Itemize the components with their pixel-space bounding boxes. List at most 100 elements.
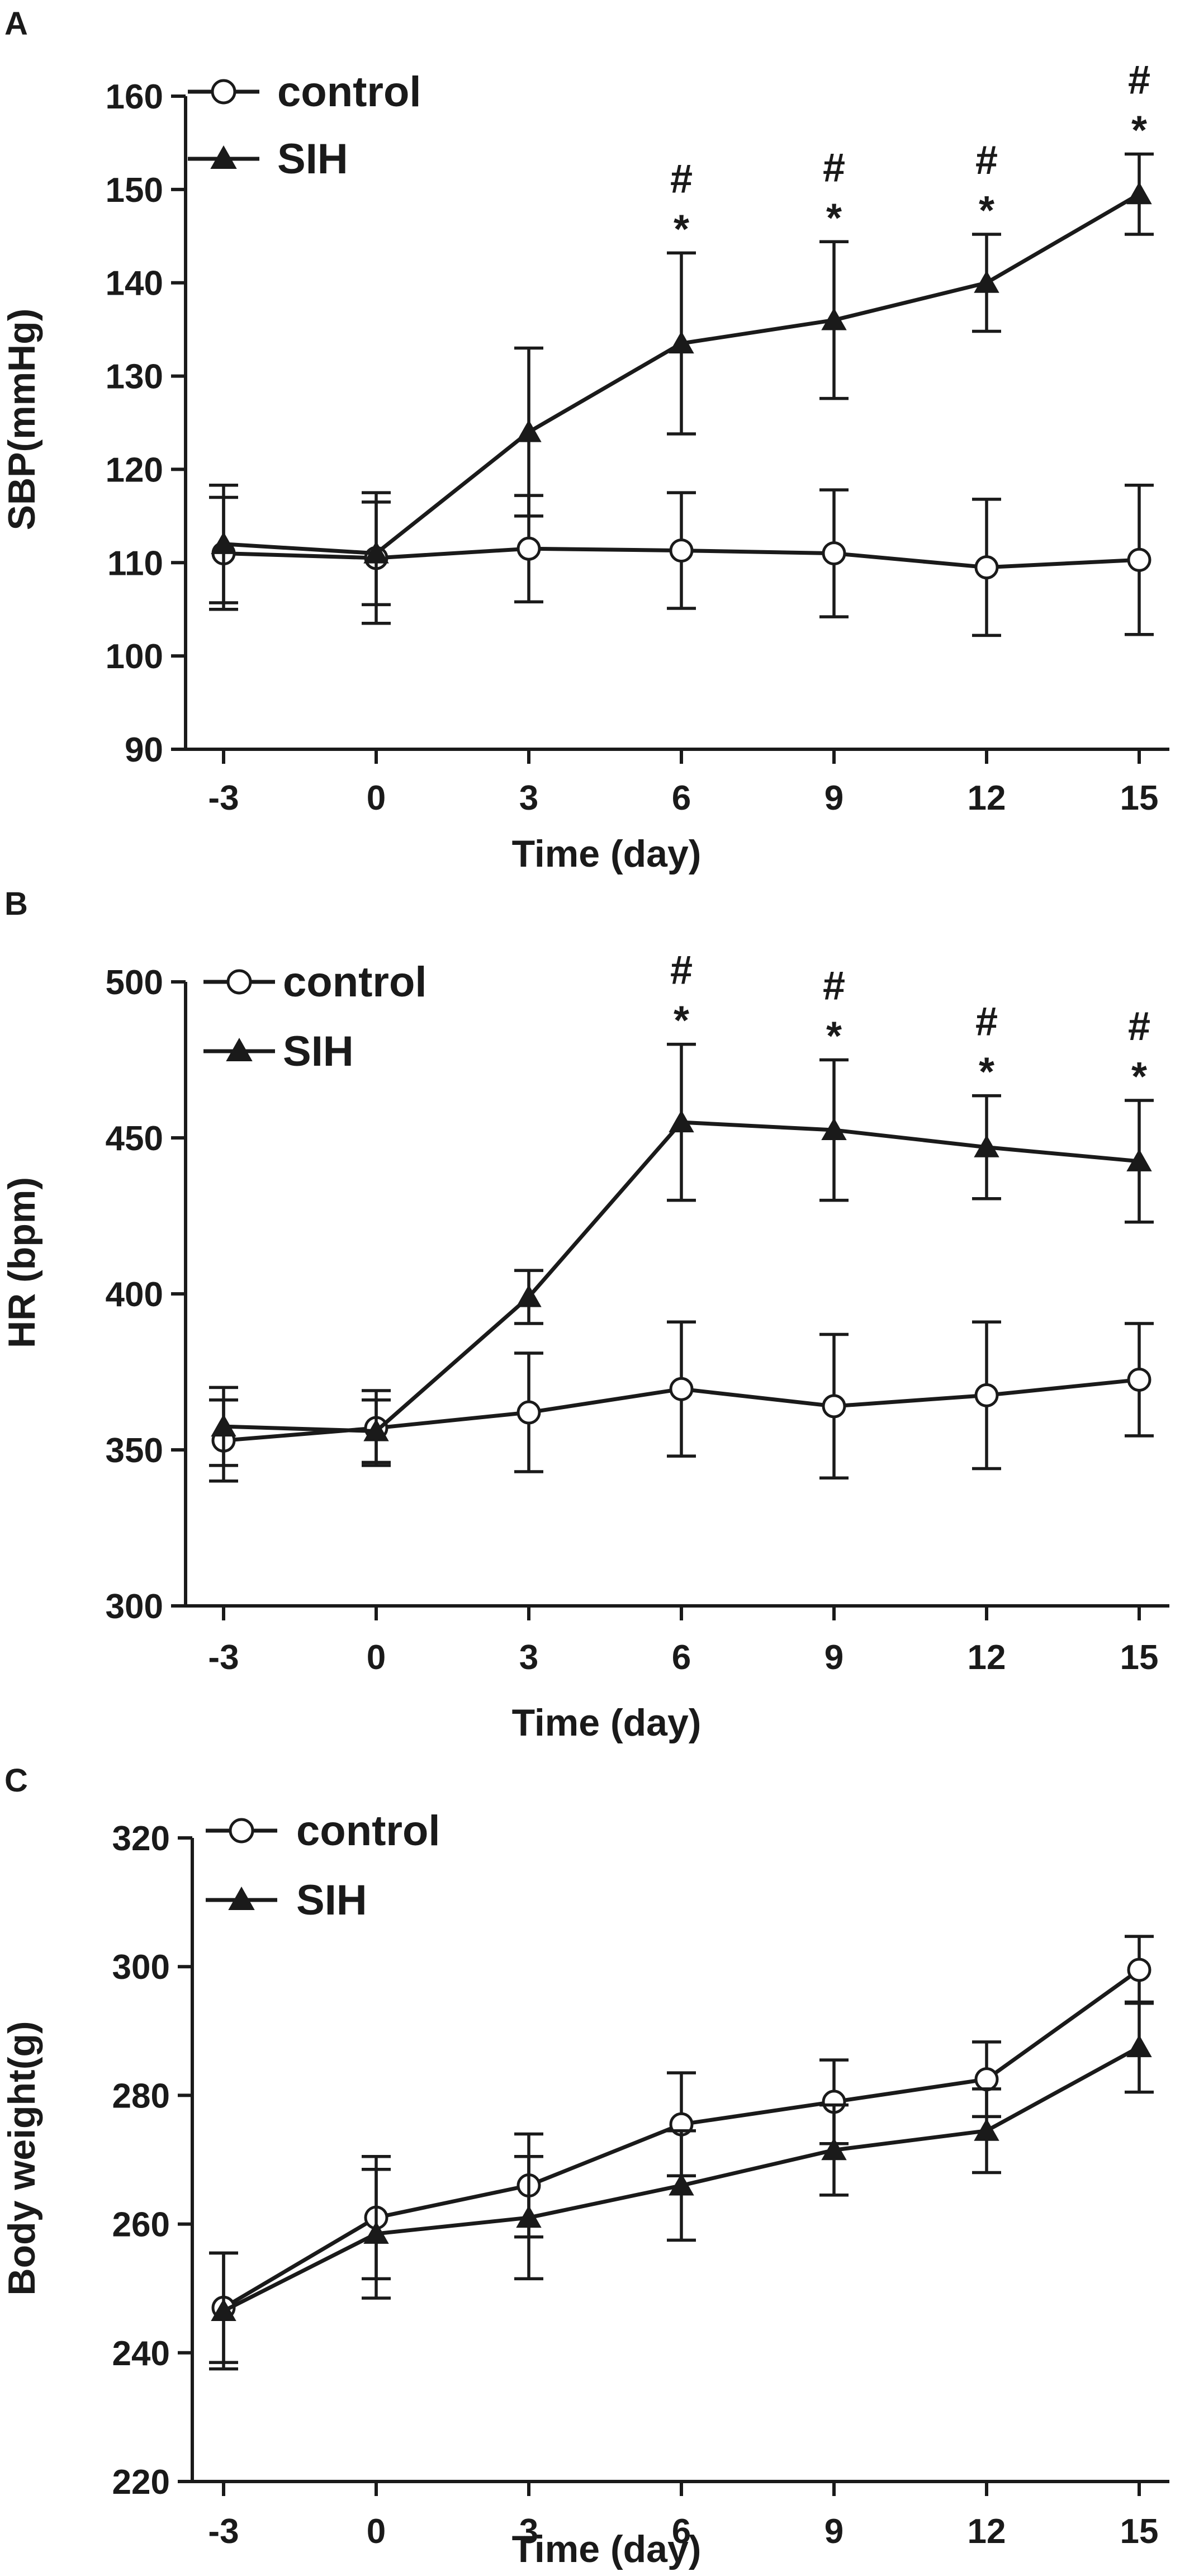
data-point-sih bbox=[516, 2205, 542, 2228]
data-point-control bbox=[669, 1377, 694, 1401]
x-tick-label: 12 bbox=[968, 2512, 1006, 2551]
panel-letter: B bbox=[4, 886, 28, 922]
y-tick-label: 140 bbox=[106, 264, 163, 303]
panel-a: A SBP(mmHg) Time (day) control SIH 90 100… bbox=[1, 6, 1169, 875]
data-point-sih bbox=[363, 541, 389, 564]
y-axis-title: HR (bpm) bbox=[1, 1177, 43, 1348]
legend-control-marker bbox=[226, 969, 252, 995]
significance-hash: # bbox=[823, 145, 845, 190]
y-tick-label: 220 bbox=[112, 2463, 170, 2502]
data-point-sih bbox=[821, 1118, 847, 1141]
legend-control-label: control bbox=[283, 958, 427, 1006]
data-point-control bbox=[516, 1400, 541, 1425]
significance-star: * bbox=[674, 207, 689, 252]
x-tick-label: 15 bbox=[1120, 2512, 1159, 2551]
x-tick-label: 0 bbox=[367, 2512, 386, 2551]
y-tick-label: 90 bbox=[125, 731, 163, 769]
data-point-sih bbox=[974, 1135, 999, 1157]
data-point-sih bbox=[363, 2221, 389, 2244]
data-point-sih bbox=[211, 1414, 236, 1437]
data-point-control bbox=[516, 536, 541, 561]
panel-c: C Body weight(g) Time (day) control SIH … bbox=[1, 1762, 1169, 2570]
data-point-sih bbox=[211, 2298, 236, 2321]
panel-letter: C bbox=[4, 1762, 28, 1799]
y-tick-label: 100 bbox=[106, 637, 163, 676]
x-tick-label: 6 bbox=[672, 2512, 691, 2551]
y-tick-label: 350 bbox=[106, 1431, 163, 1470]
x-tick-label: -3 bbox=[208, 1638, 239, 1677]
y-tick-label: 500 bbox=[106, 963, 163, 1002]
x-tick-label: -3 bbox=[208, 779, 239, 817]
significance-star: * bbox=[826, 196, 842, 240]
x-tick-label: 9 bbox=[824, 2512, 843, 2551]
data-point-sih bbox=[669, 331, 694, 354]
data-point-control bbox=[1127, 1958, 1151, 1982]
data-point-sih bbox=[821, 2138, 847, 2161]
data-point-sih bbox=[669, 2173, 694, 2196]
x-tick-label: 12 bbox=[968, 779, 1006, 817]
x-axis-title: Time (day) bbox=[512, 2528, 702, 2570]
significance-star: * bbox=[826, 1014, 842, 1059]
y-tick-label: 240 bbox=[112, 2334, 170, 2373]
data-point-sih bbox=[669, 1110, 694, 1133]
x-tick-label: 12 bbox=[968, 1638, 1006, 1677]
y-tick-label: 260 bbox=[112, 2206, 170, 2244]
x-tick-label: 3 bbox=[519, 1638, 538, 1677]
x-tick-label: 6 bbox=[672, 779, 691, 817]
y-tick-label: 320 bbox=[112, 1819, 170, 1858]
legend-sih-marker bbox=[226, 1037, 253, 1061]
legend-sih-marker bbox=[210, 145, 237, 169]
y-axis-title: Body weight(g) bbox=[1, 2021, 43, 2295]
y-tick-label: 150 bbox=[106, 171, 163, 210]
y-tick-label: 130 bbox=[106, 358, 163, 396]
data-point-control bbox=[822, 541, 846, 566]
significance-star: * bbox=[1131, 108, 1147, 153]
x-tick-label: 9 bbox=[824, 1638, 843, 1677]
legend-control-label: control bbox=[277, 68, 421, 116]
significance-star: * bbox=[979, 1050, 994, 1095]
legend-sih-label: SIH bbox=[277, 135, 348, 183]
data-point-control bbox=[822, 1394, 846, 1419]
y-tick-label: 300 bbox=[112, 1948, 170, 1987]
significance-hash: # bbox=[670, 948, 693, 993]
data-point-control bbox=[974, 2067, 999, 2092]
data-point-sih bbox=[211, 531, 236, 554]
x-tick-label: 0 bbox=[367, 779, 386, 817]
legend-control-label: control bbox=[296, 1807, 440, 1855]
y-tick-label: 450 bbox=[106, 1119, 163, 1158]
data-point-sih bbox=[516, 1284, 542, 1307]
y-axis-title: SBP(mmHg) bbox=[1, 309, 43, 531]
data-point-sih bbox=[516, 419, 542, 442]
data-point-control bbox=[974, 555, 999, 580]
x-tick-label: 3 bbox=[519, 2512, 538, 2551]
data-point-sih bbox=[1126, 182, 1152, 205]
significance-hash: # bbox=[1128, 58, 1150, 102]
x-tick-label: -3 bbox=[208, 2512, 239, 2551]
y-tick-label: 110 bbox=[107, 544, 163, 583]
significance-star: * bbox=[979, 188, 994, 233]
x-axis-title: Time (day) bbox=[512, 833, 702, 875]
legend-control-marker bbox=[211, 79, 236, 105]
data-point-control bbox=[1127, 1367, 1151, 1392]
y-tick-label: 400 bbox=[106, 1275, 163, 1314]
data-point-sih bbox=[363, 1419, 389, 1441]
legend-sih-label: SIH bbox=[283, 1028, 354, 1075]
y-tick-label: 280 bbox=[112, 2077, 170, 2115]
data-point-control bbox=[669, 538, 694, 563]
significance-hash: # bbox=[823, 964, 845, 1009]
significance-star: * bbox=[674, 999, 689, 1043]
significance-hash: # bbox=[975, 1000, 998, 1044]
panel-letter: A bbox=[4, 6, 28, 42]
data-point-sih bbox=[1126, 1148, 1152, 1171]
significance-hash: # bbox=[1128, 1004, 1150, 1049]
x-axis-title: Time (day) bbox=[512, 1701, 702, 1744]
data-point-sih bbox=[1126, 2035, 1152, 2058]
legend-sih-marker bbox=[228, 1886, 255, 1910]
x-tick-label: 0 bbox=[367, 1638, 386, 1677]
data-point-sih bbox=[974, 2118, 999, 2141]
data-point-sih bbox=[974, 270, 999, 293]
legend-control-marker bbox=[229, 1818, 254, 1844]
y-tick-label: 120 bbox=[106, 451, 163, 489]
x-tick-label: 15 bbox=[1120, 779, 1159, 817]
x-tick-label: 15 bbox=[1120, 1638, 1159, 1677]
